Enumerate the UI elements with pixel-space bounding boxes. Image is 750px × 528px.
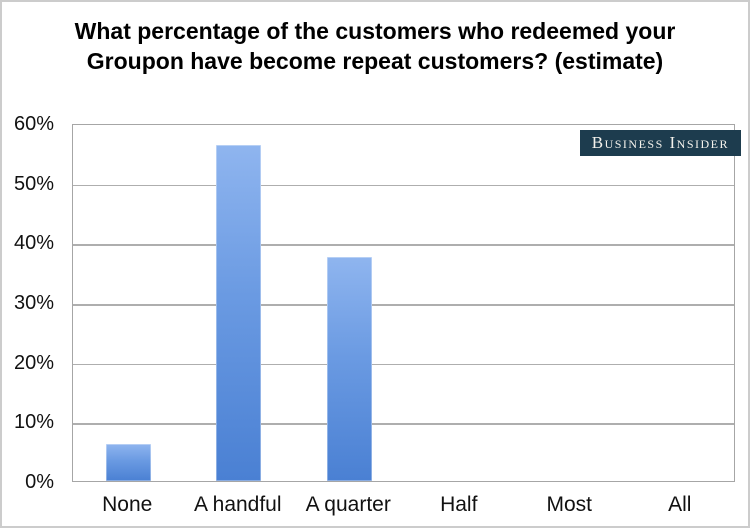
gridline-10 (73, 423, 734, 425)
y-tick-label-0pct: 0% (25, 471, 54, 493)
y-tick-label-20pct: 20% (13, 351, 54, 374)
x-tick-label-none: None (102, 493, 153, 516)
y-tick-label-50pct: 50% (13, 172, 54, 195)
x-tick-label-a-quarter: A quarter (305, 493, 391, 516)
gridline-50 (73, 184, 734, 187)
bar-none (105, 443, 151, 481)
plot-area: Business Insider (72, 124, 741, 482)
gridline-20 (73, 363, 734, 366)
y-tick-label-40pct: 40% (13, 232, 54, 255)
y-tick-label-10pct: 10% (13, 411, 54, 434)
bar-a-quarter (326, 257, 372, 481)
y-axis: 0% 10% 20% 30% 40% 50% 60% (2, 113, 54, 493)
x-tick-label-all: All (668, 493, 692, 516)
business-insider-badge: Business Insider (579, 130, 741, 156)
y-tick-label-60pct: 60% (13, 113, 54, 135)
bar-a-handful (216, 145, 262, 481)
gridline-30 (73, 304, 734, 306)
gridline-40 (73, 244, 734, 246)
x-tick-label-half: Half (440, 493, 478, 516)
x-tick-label-a-handful: A handful (193, 493, 282, 516)
chart-title: What percentage of the customers who red… (2, 16, 748, 76)
chart-title-line-1: What percentage of the customers who red… (74, 18, 676, 44)
y-tick-label-30pct: 30% (13, 292, 54, 314)
x-tick-label-most: Most (546, 493, 592, 516)
x-axis: None A handful A quarter Half Most All (72, 492, 735, 520)
chart-title-line-2: Groupon have become repeat customers? (e… (86, 48, 664, 74)
